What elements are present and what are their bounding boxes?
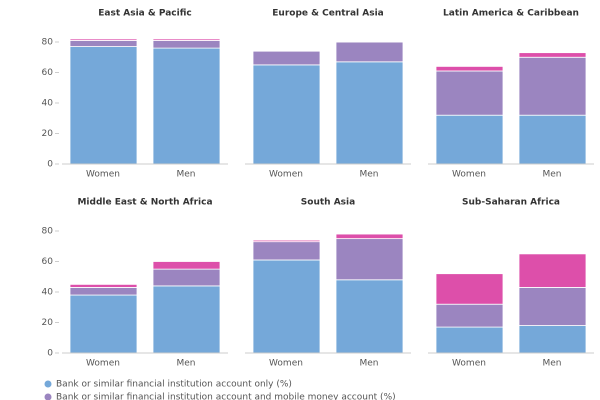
y-tick-label: 60	[42, 257, 54, 267]
x-tick-label: Men	[176, 359, 195, 369]
bar-segment	[252, 241, 321, 261]
y-tick-label: 40	[42, 288, 54, 298]
y-tick-label: 0	[47, 349, 53, 359]
x-tick-label: Women	[86, 170, 120, 180]
x-tick-label: Men	[176, 170, 195, 180]
y-tick-label: 0	[47, 160, 53, 170]
bar-segment	[435, 114, 504, 165]
y-tick-label: 80	[42, 227, 54, 237]
bar-segment	[69, 283, 138, 288]
bar-segment	[152, 47, 221, 165]
bar-segment	[69, 294, 138, 354]
legend-label: Bank or similar financial institution ac…	[56, 393, 396, 400]
bar-segment	[252, 259, 321, 354]
bar-segment	[335, 233, 404, 240]
bar-segment	[518, 52, 587, 58]
x-tick-label: Women	[452, 359, 486, 369]
bar-segment	[252, 50, 321, 66]
bar-segment	[435, 273, 504, 305]
x-tick-label: Women	[86, 359, 120, 369]
panel-title: South Asia	[301, 198, 355, 208]
bar-segment	[335, 238, 404, 281]
panel-title: Europe & Central Asia	[272, 9, 383, 19]
y-tick-label: 80	[42, 38, 54, 48]
bar-segment	[335, 279, 404, 354]
y-tick-label: 20	[42, 318, 54, 328]
panel-title: Latin America & Caribbean	[443, 9, 579, 19]
panel-title: East Asia & Pacific	[98, 9, 191, 19]
legend-swatch	[44, 380, 52, 388]
bar-segment	[435, 303, 504, 328]
legend-label: Bank or similar financial institution ac…	[56, 380, 292, 390]
x-tick-label: Men	[359, 359, 378, 369]
bar-segment	[252, 239, 321, 243]
bar-segment	[152, 261, 221, 270]
bar-segment	[435, 326, 504, 354]
bar-segment	[152, 268, 221, 287]
bar-segment	[252, 64, 321, 165]
x-tick-label: Men	[542, 170, 561, 180]
bar-segment	[518, 253, 587, 288]
bar-segment	[518, 325, 587, 354]
panel-title: Middle East & North Africa	[77, 198, 212, 208]
x-tick-label: Women	[269, 359, 303, 369]
bar-segment	[335, 41, 404, 63]
x-tick-label: Men	[359, 170, 378, 180]
panel-title: Sub-Saharan Africa	[462, 198, 560, 208]
x-tick-label: Women	[452, 170, 486, 180]
bar-segment	[518, 114, 587, 165]
y-tick-label: 20	[42, 129, 54, 139]
bar-segment	[435, 66, 504, 72]
x-tick-label: Women	[269, 170, 303, 180]
bar-segment	[335, 61, 404, 165]
bar-segment	[69, 46, 138, 165]
legend-swatch	[44, 393, 52, 400]
bar-segment	[518, 56, 587, 116]
bar-segment	[335, 40, 404, 43]
bar-segment	[152, 38, 221, 41]
bar-segment	[69, 38, 138, 41]
bar-segment	[152, 285, 221, 354]
bar-segment	[69, 287, 138, 296]
y-tick-label: 40	[42, 99, 54, 109]
bar-segment	[152, 40, 221, 49]
x-tick-label: Men	[542, 359, 561, 369]
y-tick-label: 60	[42, 68, 54, 78]
bar-segment	[435, 70, 504, 116]
bar-segment	[69, 40, 138, 47]
bar-segment	[518, 287, 587, 326]
